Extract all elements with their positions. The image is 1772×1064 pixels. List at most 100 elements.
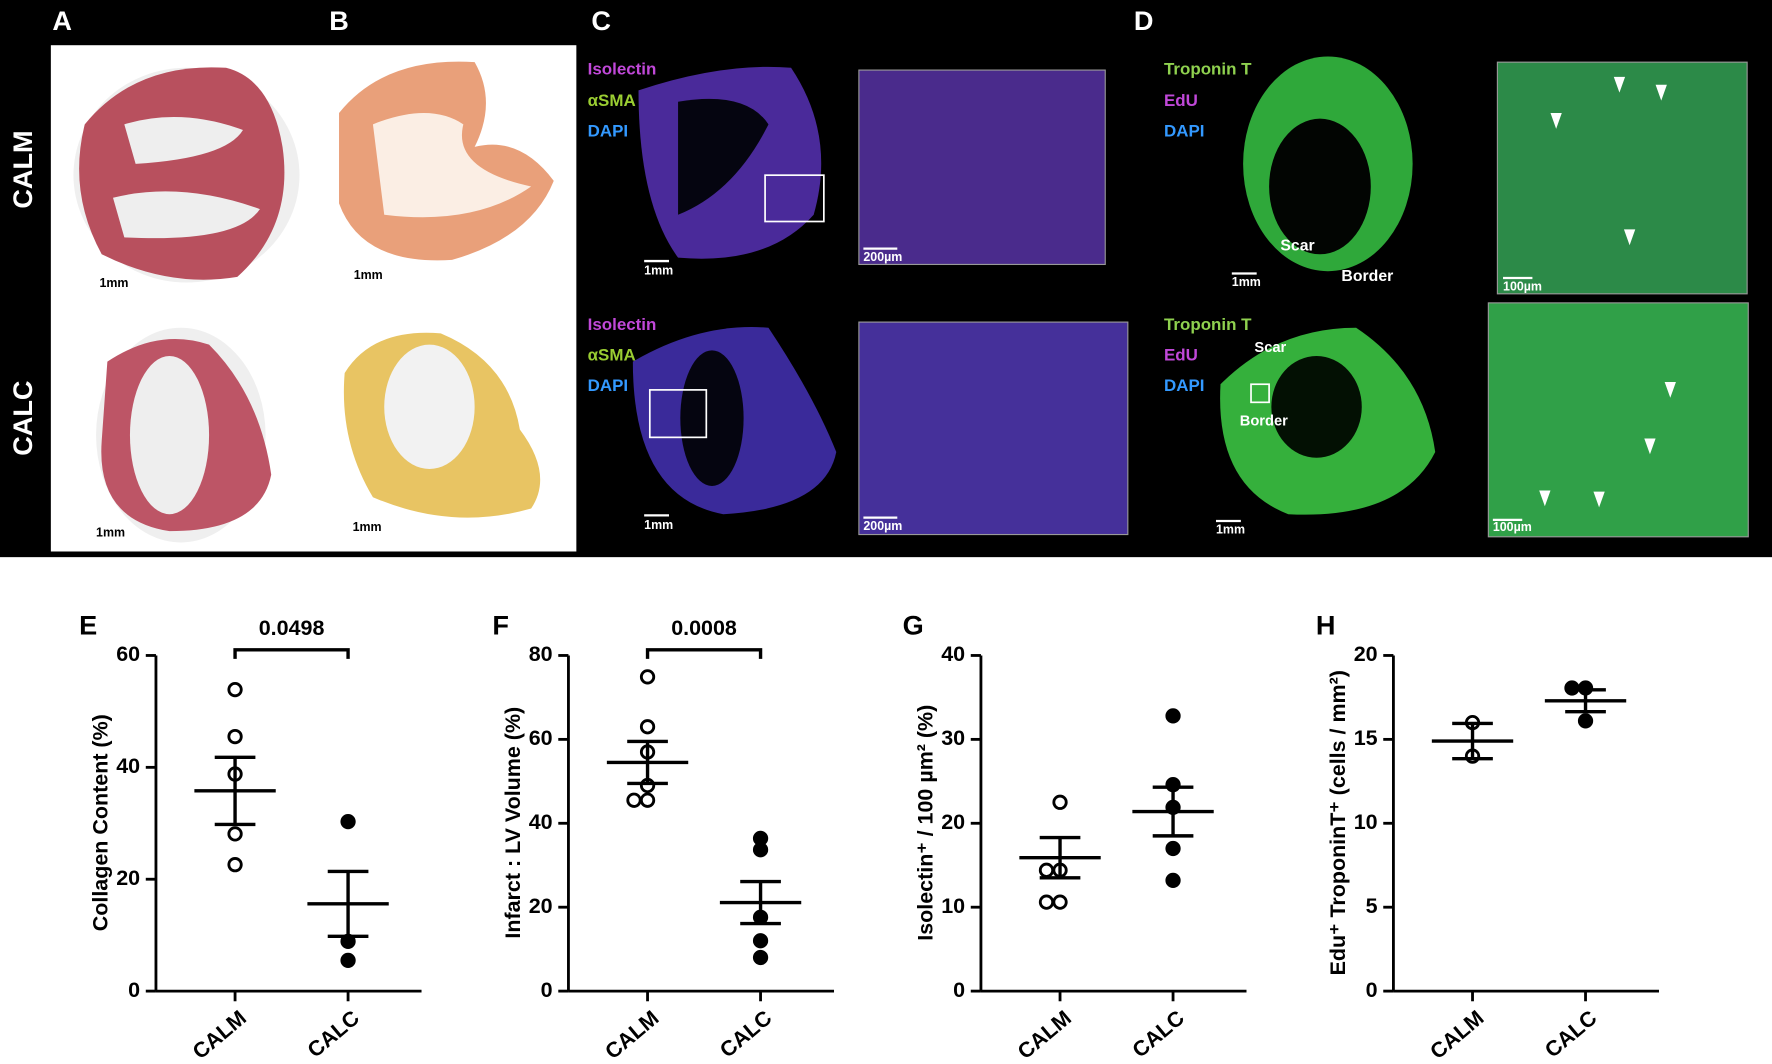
y-tick-label: 40 [116, 754, 140, 778]
panel-letter: B [329, 5, 349, 36]
y-tick-label: 60 [529, 726, 553, 750]
data-point [1038, 862, 1055, 878]
scale-label: 1mm [1232, 275, 1261, 289]
row-label: CALC [7, 380, 38, 455]
data-point [626, 792, 642, 808]
x-tick-label: CALC [715, 1006, 776, 1063]
scale-label: 1mm [644, 264, 673, 278]
panel-letter: F [492, 609, 509, 640]
data-point [340, 952, 356, 968]
y-tick-label: 0 [541, 978, 553, 1002]
x-tick-label: CALC [303, 1006, 364, 1063]
heart-lumen [1269, 118, 1371, 255]
data-point [1052, 794, 1068, 810]
stain-label: Troponin T [1164, 315, 1252, 334]
y-tick-label: 30 [941, 726, 965, 750]
y-tick-label: 10 [941, 894, 965, 918]
data-point [752, 842, 769, 858]
scale-label: 1mm [644, 518, 673, 532]
scale-bar-group [96, 247, 1533, 526]
data-point [1165, 708, 1181, 724]
heart-lumen [372, 113, 532, 218]
data-point [639, 719, 656, 735]
panel-letter: E [79, 609, 97, 640]
heart-lumen [678, 98, 769, 215]
heart-lumen [384, 344, 475, 469]
scale-label: 1mm [96, 526, 125, 540]
y-tick-label: 0 [953, 978, 965, 1002]
data-point [340, 813, 356, 830]
y-tick-label: 20 [941, 810, 965, 834]
heart-lumen [1271, 355, 1362, 458]
y-axis-label: Infarct : LV Volume (%) [501, 707, 525, 939]
p-value: 0.0008 [671, 616, 737, 640]
data-point [1564, 680, 1580, 696]
significance-bracket [233, 648, 350, 659]
x-tick-label: CALM [601, 1006, 664, 1064]
stain-label: Isolectin [588, 315, 657, 334]
region-label: Border [1240, 413, 1288, 429]
data-point [227, 826, 243, 842]
zoom-box [1250, 383, 1270, 404]
data-point [752, 933, 769, 949]
y-tick-label: 0 [1366, 978, 1378, 1002]
data-point [752, 949, 769, 966]
heart-lumen [129, 355, 210, 515]
scale-label: 1mm [99, 276, 128, 290]
scale-label: 100µm [1493, 520, 1532, 534]
data-point [1165, 840, 1181, 857]
zoom-inset [1487, 302, 1749, 538]
scale-label: 1mm [353, 520, 382, 534]
y-tick-label: 80 [529, 642, 553, 666]
scale-label: 200µm [863, 519, 902, 533]
y-axis-label: Edu⁺ TroponinT⁺ (cells / mm²) [1326, 670, 1350, 975]
zoom-inset [1496, 61, 1748, 295]
data-point [1052, 894, 1068, 910]
stain-label: αSMA [588, 345, 636, 364]
scale-label: 1mm [354, 268, 383, 282]
data-point [1577, 713, 1594, 729]
stain-label: DAPI [588, 122, 628, 141]
x-tick-label: CALC [1128, 1006, 1189, 1063]
x-tick-label: CALC [1540, 1006, 1601, 1063]
zoom-inset [858, 69, 1106, 266]
scale-label: 100µm [1503, 279, 1542, 293]
y-tick-label: 20 [116, 866, 140, 890]
y-tick-label: 15 [1354, 726, 1378, 750]
data-point [227, 681, 243, 698]
zoom-inset [858, 321, 1129, 536]
region-label: Scar [1280, 238, 1314, 255]
y-axis-label: Collagen Content (%) [88, 714, 112, 931]
data-point [639, 669, 656, 685]
data-point [639, 792, 656, 808]
data-point [227, 728, 243, 745]
significance-bracket [645, 648, 763, 659]
heart-lumen [113, 117, 260, 239]
panel-letter: H [1316, 609, 1336, 640]
scale-label: 1mm [1216, 522, 1245, 536]
y-tick-label: 20 [1354, 642, 1378, 666]
panel-letter: G [903, 609, 924, 640]
data-point [1038, 894, 1055, 910]
row-label: CALM [7, 130, 38, 208]
stain-label: Troponin T [1164, 60, 1252, 79]
panel-letter: A [52, 5, 72, 36]
scale-label: 200µm [863, 250, 902, 264]
panel-letter: C [591, 5, 611, 36]
y-tick-label: 20 [529, 894, 553, 918]
y-tick-label: 40 [529, 810, 553, 834]
stain-label: Isolectin [588, 60, 657, 79]
heart-lumen [680, 350, 744, 486]
stain-label: DAPI [1164, 376, 1204, 395]
zoom-box [648, 389, 708, 439]
stain-label: EdU [1164, 91, 1198, 110]
y-tick-label: 0 [128, 978, 140, 1002]
y-axis-label: Isolectin⁺ / 100 µm² (%) [913, 705, 937, 941]
zoom-box [764, 174, 825, 223]
data-point [227, 857, 243, 873]
stain-label: DAPI [1164, 122, 1204, 141]
p-value: 0.0498 [259, 616, 325, 640]
y-tick-label: 60 [116, 642, 140, 666]
